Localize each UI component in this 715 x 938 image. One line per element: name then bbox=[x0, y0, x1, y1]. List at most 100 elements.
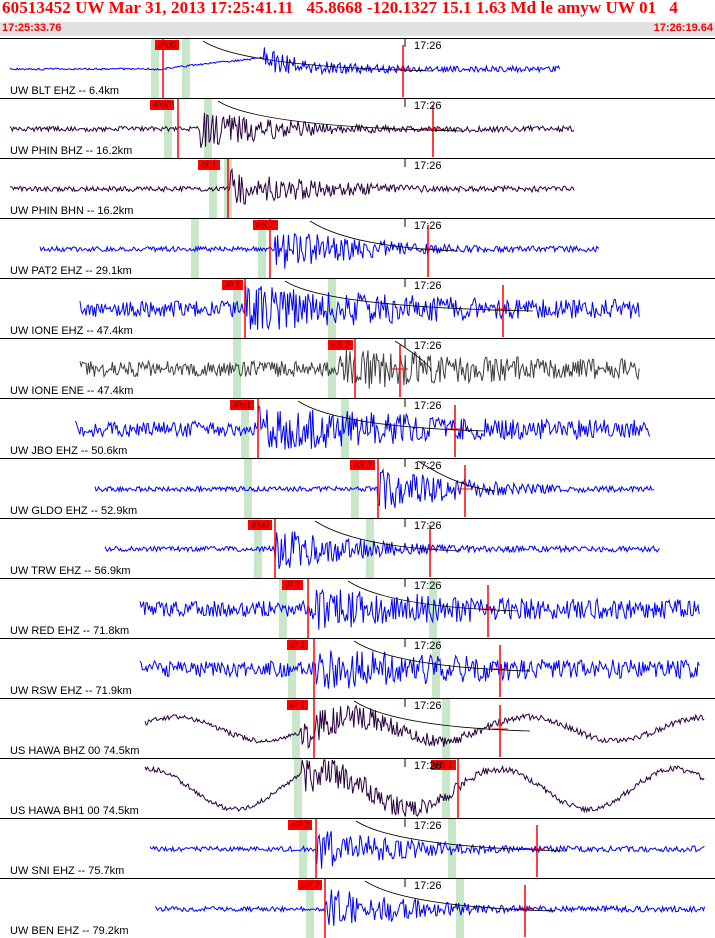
window-marker[interactable] bbox=[204, 99, 212, 158]
window-marker[interactable] bbox=[292, 699, 300, 758]
seismogram-panel[interactable]: eS 2 17:26 UW IONE ENE -- 47.4km bbox=[0, 338, 715, 398]
waveform-trace bbox=[9, 112, 575, 148]
seismogram-panel[interactable]: eP 2 17:26 UW SNI EHZ -- 75.7km bbox=[0, 818, 715, 878]
waveform-trace bbox=[149, 831, 705, 869]
coda-fit-curve bbox=[202, 40, 434, 72]
waveform-canvas[interactable] bbox=[0, 519, 715, 578]
pick-label[interactable]: iPd1 bbox=[230, 400, 255, 410]
seismogram-panel[interactable]: iPd0 17:26 UW TRW EHZ -- 56.9km bbox=[0, 518, 715, 578]
seismogram-panel[interactable]: iS 1 17:26 UW PHIN BHN -- 16.2km bbox=[0, 158, 715, 218]
window-marker[interactable] bbox=[258, 219, 266, 278]
time-label: 17:26 bbox=[414, 640, 442, 652]
seismogram-panel[interactable]: eP 2 17:26 UW BEN EHZ -- 79.2km bbox=[0, 878, 715, 938]
pick-label[interactable]: iPd0 bbox=[150, 100, 175, 110]
window-marker[interactable] bbox=[429, 579, 437, 638]
window-marker[interactable] bbox=[191, 219, 199, 278]
waveform-trace bbox=[9, 47, 561, 76]
coda-fit-curve bbox=[217, 100, 464, 132]
window-marker[interactable] bbox=[244, 459, 252, 518]
window-marker[interactable] bbox=[241, 399, 249, 458]
pick-label[interactable]: iP 1 bbox=[287, 700, 309, 710]
pick-label[interactable]: iP 1 bbox=[287, 640, 309, 650]
coda-fit-curve bbox=[347, 580, 519, 612]
pick-label[interactable]: iP 1 bbox=[282, 580, 304, 590]
event-summary: 60513452 UW Mar 31, 2013 17:25:41.11 45.… bbox=[2, 0, 678, 17]
waveform-trace bbox=[139, 650, 700, 689]
coda-fit-curve bbox=[284, 280, 534, 312]
coda-fit-curve bbox=[353, 700, 531, 732]
seismogram-panel[interactable]: iP 1 17:26 UW IONE EHZ -- 47.4km bbox=[0, 278, 715, 338]
waveform-trace bbox=[9, 167, 575, 205]
window-marker[interactable] bbox=[306, 879, 314, 938]
window-marker[interactable] bbox=[442, 759, 450, 818]
time-label: 17:26 bbox=[414, 880, 442, 892]
waveform-canvas[interactable] bbox=[0, 399, 715, 458]
waveform-canvas[interactable] bbox=[0, 819, 715, 878]
coda-fit-curve bbox=[364, 880, 556, 912]
time-label: 17:26 bbox=[414, 220, 442, 232]
station-label: UW RSW EHZ -- 71.9km bbox=[10, 685, 132, 697]
time-label: 17:26 bbox=[414, 280, 442, 292]
seismogram-panel[interactable]: eS 2 17:26 UW GLDO EHZ -- 52.9km bbox=[0, 458, 715, 518]
seismogram-panel[interactable]: iPd0 17:26 UW BLT EHZ -- 6.4km bbox=[0, 38, 715, 98]
seismogram-panel[interactable]: eS 1 17:26 US HAWA BH1 00 74.5km bbox=[0, 758, 715, 818]
window-marker[interactable] bbox=[164, 99, 172, 158]
waveform-trace bbox=[79, 348, 640, 389]
window-marker[interactable] bbox=[288, 639, 296, 698]
pick-label[interactable]: iP 1 bbox=[222, 280, 244, 290]
waveform-canvas[interactable] bbox=[0, 459, 715, 518]
window-marker[interactable] bbox=[209, 159, 217, 218]
waveform-canvas[interactable] bbox=[0, 879, 715, 938]
pick-label[interactable]: eS 2 bbox=[350, 460, 375, 470]
time-label: 17:26 bbox=[414, 40, 442, 52]
waveform-canvas[interactable] bbox=[0, 99, 715, 158]
seismogram-panel[interactable]: iPd1 17:26 UW JBO EHZ -- 50.6km bbox=[0, 398, 715, 458]
window-marker[interactable] bbox=[456, 879, 464, 938]
window-marker[interactable] bbox=[151, 39, 159, 98]
station-label: US HAWA BHZ 00 74.5km bbox=[10, 745, 140, 757]
coda-fit-curve bbox=[353, 640, 531, 672]
time-label: 17:26 bbox=[414, 160, 442, 172]
waveform-canvas[interactable] bbox=[0, 159, 715, 218]
pick-label[interactable]: iS 1 bbox=[198, 160, 220, 170]
pick-label[interactable]: eS 1 bbox=[431, 760, 456, 770]
seismogram-panel[interactable]: iPd0 17:26 UW PHIN BHZ -- 16.2km bbox=[0, 98, 715, 158]
waveform-trace bbox=[139, 588, 700, 630]
pick-label[interactable]: eP 2 bbox=[298, 880, 323, 890]
window-marker[interactable] bbox=[279, 579, 287, 638]
seismogram-panel[interactable]: eS 2 17:26 UW PAT2 EHZ -- 29.1km bbox=[0, 218, 715, 278]
window-marker[interactable] bbox=[442, 699, 450, 758]
station-label: UW IONE EHZ -- 47.4km bbox=[10, 325, 133, 337]
pick-label[interactable]: eS 2 bbox=[253, 220, 278, 230]
waveform-canvas[interactable] bbox=[0, 39, 715, 98]
seismogram-panel[interactable]: iP 1 17:26 US HAWA BHZ 00 74.5km bbox=[0, 698, 715, 758]
window-marker[interactable] bbox=[254, 519, 262, 578]
station-label: UW BEN EHZ -- 79.2km bbox=[10, 925, 129, 937]
window-marker[interactable] bbox=[233, 339, 241, 398]
waveform-trace bbox=[39, 233, 600, 269]
waveform-canvas[interactable] bbox=[0, 639, 715, 698]
coda-fit-curve bbox=[394, 340, 431, 372]
seismogram-panels[interactable]: iPd0 17:26 UW BLT EHZ -- 6.4km iPd0 17:26 UW … bbox=[0, 38, 715, 938]
pick-label[interactable]: eS 2 bbox=[328, 340, 353, 350]
window-marker[interactable] bbox=[233, 279, 241, 338]
waveform-canvas[interactable] bbox=[0, 759, 715, 818]
station-label: UW IONE ENE -- 47.4km bbox=[10, 385, 134, 397]
seismogram-panel[interactable]: iP 1 17:26 UW RED EHZ -- 71.8km bbox=[0, 578, 715, 638]
station-label: UW PHIN BHZ -- 16.2km bbox=[10, 145, 133, 157]
window-marker[interactable] bbox=[182, 39, 190, 98]
pick-label[interactable]: eP 2 bbox=[288, 820, 313, 830]
pick-label[interactable]: iPd0 bbox=[155, 40, 180, 50]
waveform-canvas[interactable] bbox=[0, 339, 715, 398]
waveform-canvas[interactable] bbox=[0, 699, 715, 758]
waveform-trace bbox=[74, 404, 651, 450]
coda-fit-curve bbox=[309, 220, 459, 252]
seismogram-panel[interactable]: iP 1 17:26 UW RSW EHZ -- 71.9km bbox=[0, 638, 715, 698]
window-marker[interactable] bbox=[448, 819, 456, 878]
waveform-canvas[interactable] bbox=[0, 279, 715, 338]
waveform-trace bbox=[154, 889, 706, 926]
event-header: 60513452 UW Mar 31, 2013 17:25:41.11 45.… bbox=[0, 0, 715, 36]
pick-label[interactable]: iPd0 bbox=[248, 520, 273, 530]
waveform-canvas[interactable] bbox=[0, 579, 715, 638]
window-marker[interactable] bbox=[294, 759, 302, 818]
